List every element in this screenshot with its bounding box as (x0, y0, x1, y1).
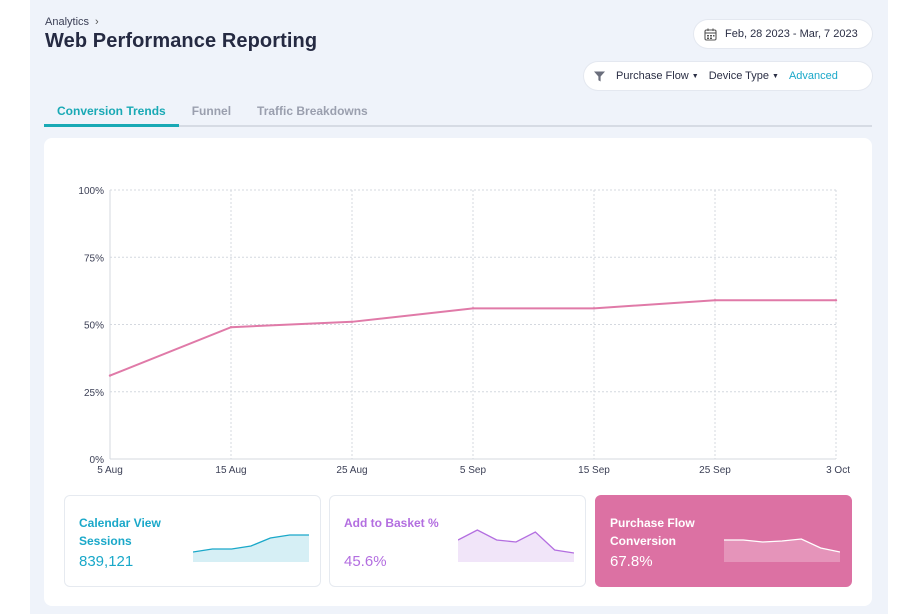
sparkline (458, 529, 574, 562)
tab-bar: Conversion Trends Funnel Traffic Breakdo… (44, 100, 872, 127)
data-point (592, 307, 596, 310)
kpi-card-add-to-basket[interactable]: Add to Basket % 45.6% (329, 495, 586, 587)
sparkline-area (193, 535, 309, 562)
sparkline-area (724, 539, 840, 562)
calendar-icon (704, 28, 717, 41)
y-tick-label: 0% (90, 455, 105, 466)
kpi-card-purchase-flow-conversion[interactable]: Purchase Flow Conversion 67.8% (595, 495, 852, 587)
date-range-label: Feb, 28 2023 - Mar, 7 2023 (725, 28, 858, 40)
y-tick-label: 50% (84, 321, 104, 332)
advanced-filter-link[interactable]: Advanced (788, 70, 838, 82)
filter-bar: Purchase Flow ▼ Device Type ▼ Advanced (584, 62, 872, 90)
data-point (350, 320, 354, 324)
tab-funnel[interactable]: Funnel (191, 104, 232, 118)
page-title: Web Performance Reporting (45, 30, 318, 52)
date-range-picker[interactable]: Feb, 28 2023 - Mar, 7 2023 (694, 20, 872, 48)
kpi-label: Purchase Flow Conversion (610, 516, 695, 548)
sparkline-area (458, 530, 574, 562)
y-tick-label: 100% (78, 186, 104, 197)
sparkline (193, 534, 309, 562)
sparkline-line (193, 534, 309, 553)
filter-icon[interactable] (593, 70, 606, 83)
breadcrumb-analytics[interactable]: Analytics (45, 16, 90, 28)
tab-traffic-breakdowns[interactable]: Traffic Breakdowns (257, 104, 368, 118)
y-tick-label: 75% (84, 253, 104, 264)
kpi-value: 67.8% (610, 553, 653, 570)
kpi-label: Add to Basket % (344, 516, 439, 530)
kpi-value: 839,121 (79, 553, 134, 570)
kpi-label: Calendar View Sessions (79, 516, 161, 548)
data-point (471, 307, 475, 310)
sparkline-line (724, 538, 840, 553)
device-type-label: Device Type (708, 70, 770, 82)
kpi-card-calendar-view-sessions[interactable]: Calendar View Sessions 839,121 (64, 495, 321, 587)
data-point (229, 325, 233, 329)
x-tick-label: 15 Aug (215, 465, 246, 476)
sparkline (724, 538, 840, 562)
data-point (108, 374, 112, 377)
caret-down-icon: ▼ (691, 72, 699, 80)
tab-conversion-trends[interactable]: Conversion Trends (44, 100, 179, 127)
purchase-flow-dropdown[interactable]: Purchase Flow ▼ (616, 70, 699, 82)
data-point (834, 299, 838, 302)
x-tick-label: 3 Oct (826, 465, 850, 476)
x-tick-label: 5 Sep (460, 465, 487, 476)
data-point (713, 299, 717, 302)
x-tick-label: 25 Sep (699, 465, 731, 476)
purchase-flow-label: Purchase Flow (616, 70, 689, 82)
chart-card: 0% 25% 50% 75% 100% 5 Aug 15 Aug 25 Aug 5 Sep 15 … (44, 138, 872, 606)
conversion-trend-chart: 0% 25% 50% 75% 100% 5 Aug 15 Aug 25 Aug 5 Sep 15 … (78, 186, 850, 476)
y-tick-label: 25% (84, 388, 104, 399)
device-type-dropdown[interactable]: Device Type ▼ (709, 70, 779, 82)
sparkline-line (458, 529, 574, 554)
chevron-right-icon: › (95, 16, 99, 28)
x-tick-label: 5 Aug (97, 465, 123, 476)
x-tick-label: 15 Sep (578, 465, 610, 476)
breadcrumb: Analytics › (45, 16, 99, 28)
x-tick-label: 25 Aug (336, 465, 367, 476)
page-background: Analytics › Web Performance Reporting Fe… (30, 0, 888, 614)
kpi-value: 45.6% (344, 553, 387, 570)
caret-down-icon: ▼ (772, 72, 779, 80)
